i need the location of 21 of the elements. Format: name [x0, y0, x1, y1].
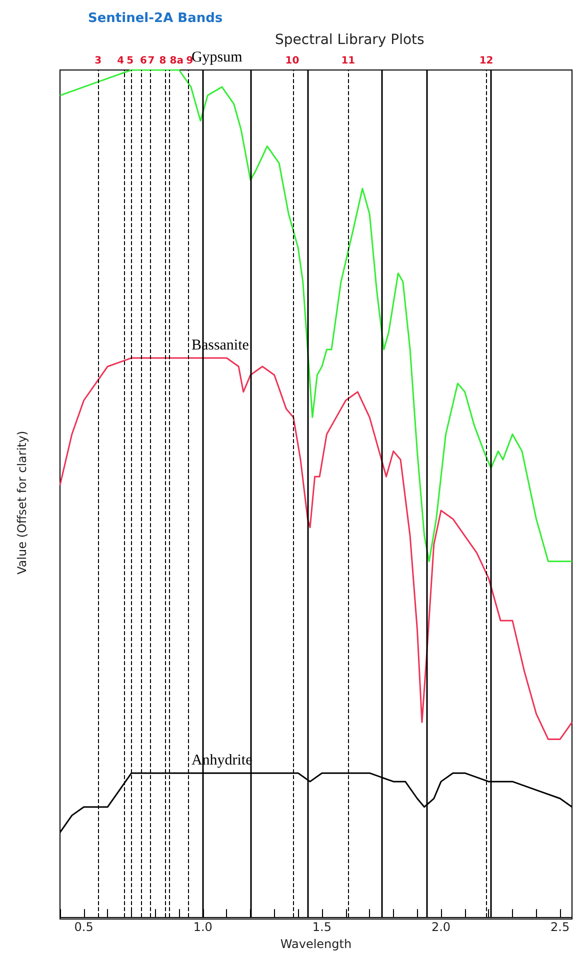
text: 7: [148, 56, 155, 66]
x-tick-label: 2.5: [550, 920, 570, 934]
chart-title: Spectral Library Plots: [275, 32, 424, 48]
text: 4: [117, 56, 124, 66]
x-tick-label: 1.0: [193, 920, 212, 934]
text: 8: [159, 56, 166, 66]
x-axis-title: Wavelength: [280, 937, 352, 951]
text: 3: [94, 56, 102, 66]
x-tick-label: 2.0: [431, 920, 451, 934]
text: 8a: [170, 56, 184, 66]
text: 10: [285, 56, 300, 66]
text: 12: [479, 56, 494, 66]
text: 11: [341, 56, 356, 66]
text: 9: [186, 56, 194, 66]
text: 6: [140, 56, 147, 66]
x-tick-label: 0.5: [74, 920, 94, 934]
y-axis-title: Value (Offset for clarity): [15, 430, 29, 574]
text: 5: [126, 56, 134, 66]
series-label: Gypsum: [191, 50, 243, 66]
x-tick-label: 1.5: [312, 920, 332, 934]
text: Sentinel-2A Bands: [88, 11, 223, 26]
